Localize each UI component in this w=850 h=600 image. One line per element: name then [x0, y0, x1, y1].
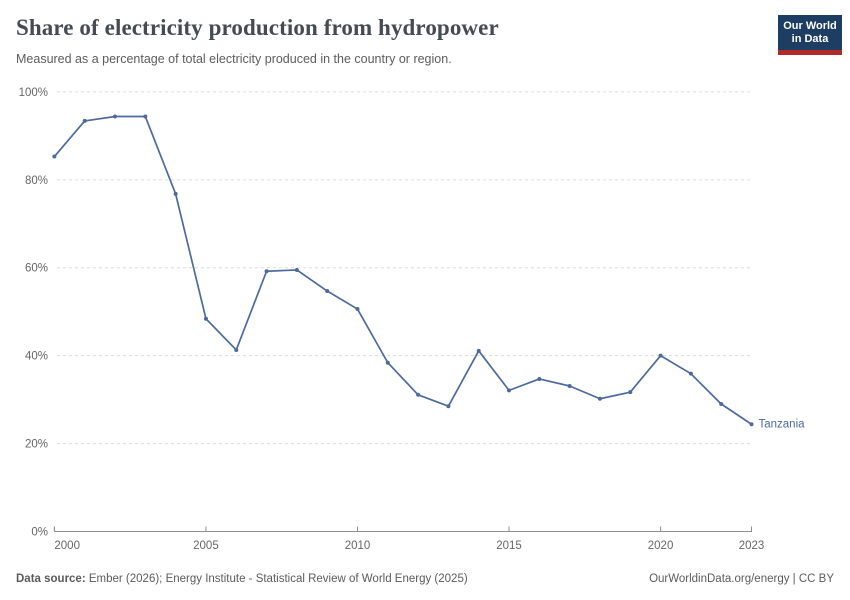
data-point-2015[interactable] — [507, 388, 512, 393]
x-tick-label-2020: 2020 — [648, 540, 674, 552]
data-point-2020[interactable] — [658, 353, 663, 358]
data-point-2009[interactable] — [325, 289, 330, 294]
data-point-2022[interactable] — [719, 402, 724, 407]
owid-logo-line-1: Our World — [783, 20, 837, 32]
y-tick-label-80: 80% — [25, 175, 48, 187]
owid-logo[interactable]: Our World in Data — [778, 15, 842, 55]
data-point-2016[interactable] — [537, 376, 542, 381]
x-tick-label-2023: 2023 — [739, 540, 765, 552]
owid-cc-link[interactable]: OurWorldinData.org/energy | CC BY — [649, 573, 834, 585]
y-tick-label-40: 40% — [25, 351, 48, 363]
x-tick-label-2000: 2000 — [54, 540, 80, 552]
page-subtitle: Measured as a percentage of total electr… — [16, 52, 452, 66]
data-point-2023[interactable] — [749, 422, 754, 427]
y-tick-label-0: 0% — [31, 527, 48, 539]
data-point-2013[interactable] — [446, 404, 451, 409]
series-line-tanzania[interactable] — [53, 115, 753, 426]
data-point-2012[interactable] — [416, 392, 421, 397]
data-point-2008[interactable] — [294, 267, 299, 272]
data-point-2021[interactable] — [688, 371, 693, 376]
y-tick-label-60: 60% — [25, 263, 48, 275]
entity-label-tanzania[interactable]: Tanzania — [759, 419, 806, 431]
data-source-label: Data source: — [16, 573, 86, 585]
data-point-2000[interactable] — [52, 154, 57, 159]
data-point-2002[interactable] — [113, 114, 118, 119]
data-point-2014[interactable] — [476, 348, 481, 353]
data-point-2010[interactable] — [355, 307, 360, 312]
y-tick-label-20: 20% — [25, 439, 48, 451]
page-title: Share of electricity production from hyd… — [16, 15, 499, 40]
data-source: Data source: Ember (2026); Energy Instit… — [16, 573, 468, 585]
data-point-2018[interactable] — [597, 396, 602, 401]
data-point-2001[interactable] — [82, 118, 87, 123]
x-tick-label-2010: 2010 — [345, 540, 371, 552]
y-tick-label-100: 100% — [19, 87, 48, 99]
data-point-2004[interactable] — [173, 191, 178, 196]
chart-footer: Data source: Ember (2026); Energy Instit… — [16, 573, 834, 585]
x-tick-label-2015: 2015 — [496, 540, 522, 552]
owid-logo-line-2: in Data — [791, 33, 829, 45]
data-point-2011[interactable] — [385, 360, 390, 365]
data-point-2007[interactable] — [264, 269, 269, 274]
owid-logo-accent-bar — [778, 50, 842, 55]
x-tick-label-2005: 2005 — [193, 540, 219, 552]
data-point-2019[interactable] — [628, 390, 633, 395]
data-point-2003[interactable] — [143, 114, 148, 119]
data-point-2017[interactable] — [567, 383, 572, 388]
data-point-2006[interactable] — [234, 347, 239, 352]
owid-logo-box: Our World in Data — [778, 15, 842, 50]
data-source-text: Ember (2026); Energy Institute - Statist… — [85, 573, 468, 585]
data-point-2005[interactable] — [203, 316, 208, 321]
